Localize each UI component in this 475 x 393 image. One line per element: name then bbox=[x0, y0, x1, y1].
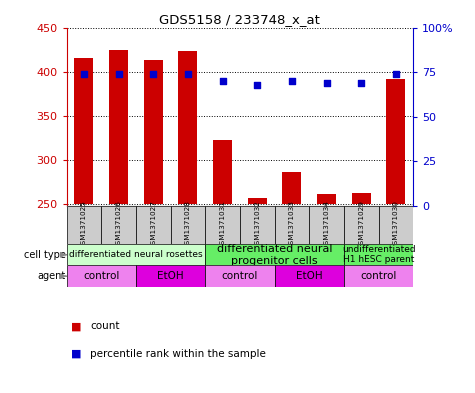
Text: GSM1371032: GSM1371032 bbox=[254, 200, 260, 250]
Text: GSM1371033: GSM1371033 bbox=[289, 200, 295, 250]
Bar bbox=[66, 266, 136, 287]
Bar bbox=[171, 206, 205, 244]
Text: agent: agent bbox=[38, 271, 66, 281]
Bar bbox=[178, 51, 198, 204]
Text: GSM1371029: GSM1371029 bbox=[358, 200, 364, 250]
Point bbox=[392, 71, 400, 77]
Bar bbox=[282, 172, 302, 204]
Text: GSM1371025: GSM1371025 bbox=[81, 200, 87, 250]
Bar bbox=[309, 206, 344, 244]
Bar bbox=[247, 198, 267, 204]
Bar bbox=[205, 206, 240, 244]
Text: control: control bbox=[222, 271, 258, 281]
Text: GSM1371031: GSM1371031 bbox=[219, 200, 226, 250]
Text: control: control bbox=[83, 271, 119, 281]
Point bbox=[184, 71, 192, 77]
Text: ■: ■ bbox=[71, 321, 82, 331]
Bar bbox=[275, 206, 309, 244]
Point bbox=[358, 80, 365, 86]
Text: GSM1371026: GSM1371026 bbox=[115, 200, 122, 250]
Text: EtOH: EtOH bbox=[157, 271, 184, 281]
Point bbox=[323, 80, 331, 86]
Bar bbox=[205, 244, 344, 266]
Text: undifferentiated
H1 hESC parent: undifferentiated H1 hESC parent bbox=[342, 245, 415, 264]
Bar bbox=[240, 206, 275, 244]
Bar bbox=[66, 244, 205, 266]
Bar bbox=[143, 60, 163, 204]
Point bbox=[288, 78, 295, 84]
Text: EtOH: EtOH bbox=[296, 271, 323, 281]
Point bbox=[218, 78, 227, 84]
Bar bbox=[386, 79, 406, 204]
Bar bbox=[136, 206, 171, 244]
Bar bbox=[136, 266, 205, 287]
Bar bbox=[317, 193, 336, 204]
Text: GSM1371034: GSM1371034 bbox=[323, 200, 330, 250]
Bar bbox=[344, 266, 413, 287]
Point bbox=[80, 71, 88, 77]
Bar bbox=[213, 140, 232, 204]
Bar bbox=[205, 266, 275, 287]
Text: percentile rank within the sample: percentile rank within the sample bbox=[90, 349, 266, 359]
Text: control: control bbox=[361, 271, 397, 281]
Bar bbox=[66, 206, 101, 244]
Text: cell type: cell type bbox=[24, 250, 66, 260]
Bar bbox=[109, 50, 128, 204]
Bar bbox=[344, 206, 379, 244]
Text: GSM1371028: GSM1371028 bbox=[185, 200, 191, 250]
Bar bbox=[74, 59, 94, 204]
Point bbox=[254, 81, 261, 88]
Text: GSM1371030: GSM1371030 bbox=[393, 200, 399, 250]
Point bbox=[115, 71, 123, 77]
Text: GSM1371027: GSM1371027 bbox=[150, 200, 156, 250]
Bar bbox=[101, 206, 136, 244]
Title: GDS5158 / 233748_x_at: GDS5158 / 233748_x_at bbox=[160, 13, 320, 26]
Bar bbox=[344, 244, 413, 266]
Bar bbox=[275, 266, 344, 287]
Text: ■: ■ bbox=[71, 349, 82, 359]
Text: differentiated neural
progenitor cells: differentiated neural progenitor cells bbox=[217, 244, 332, 266]
Text: differentiated neural rosettes: differentiated neural rosettes bbox=[69, 250, 203, 259]
Point bbox=[149, 71, 157, 77]
Bar bbox=[379, 206, 413, 244]
Bar bbox=[352, 193, 371, 204]
Text: count: count bbox=[90, 321, 120, 331]
